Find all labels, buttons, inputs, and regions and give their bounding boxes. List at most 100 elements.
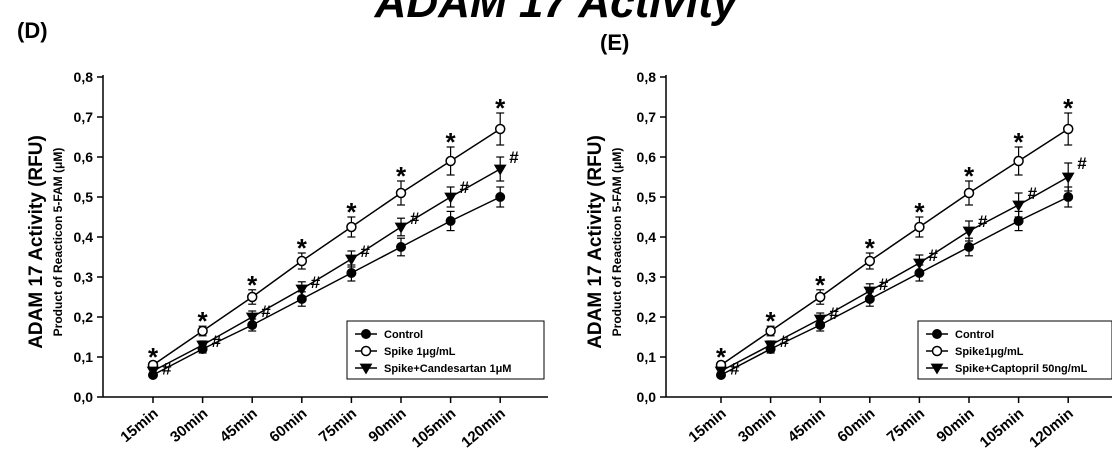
panel-d-significance-hash: # bbox=[509, 148, 519, 167]
panel-d-data-point bbox=[346, 268, 357, 278]
panel-e-data-point bbox=[864, 255, 876, 267]
panel-d-significance-hash: # bbox=[212, 332, 222, 351]
panel-d-x-tick-label: 45min bbox=[217, 405, 261, 446]
panel-d-x-tick-label: 30min bbox=[167, 405, 211, 446]
panel-d-y-tick-label: 0,5 bbox=[74, 189, 94, 205]
panel-e-significance-hash: # bbox=[879, 275, 889, 294]
panel-e-x-tick-label: 75min bbox=[884, 405, 928, 446]
panel-e-significance-star: * bbox=[964, 161, 975, 191]
panel-d-significance-star: * bbox=[297, 233, 308, 263]
panel-e-legend-label: Spike1μg/mL bbox=[955, 346, 1024, 358]
panel-e-legend-box bbox=[917, 320, 1112, 380]
panel-d-data-point bbox=[445, 155, 456, 167]
panel-e-x-tick-label: 30min bbox=[735, 405, 779, 446]
panel-d-significance-hash: # bbox=[261, 302, 271, 321]
panel-e-data-point bbox=[714, 366, 728, 378]
panel-d-data-point bbox=[246, 291, 258, 303]
panel-e-y-tick-label: 0,7 bbox=[637, 109, 657, 125]
panel-e-x-tick-label: 15min bbox=[685, 405, 729, 446]
panel-d-data-point bbox=[444, 192, 457, 204]
panel-e-data-point bbox=[764, 340, 777, 352]
panel-d-data-point bbox=[394, 222, 408, 234]
panel-e-ylabel-sub: Product of Reacticon 5-FAM (μM) bbox=[610, 148, 624, 337]
panel-e-series-line bbox=[720, 176, 1069, 372]
panel-d-series-line bbox=[152, 168, 501, 372]
panel-e-label: (E) bbox=[600, 30, 629, 55]
panel-e-x-tick-label: 45min bbox=[785, 405, 829, 446]
panel-e-significance-star: * bbox=[914, 197, 925, 227]
panel-d-x-tick-label: 75min bbox=[316, 405, 360, 446]
panel-d-x-tick-label: 15min bbox=[117, 405, 161, 446]
panel-e-significance-star: * bbox=[815, 270, 826, 300]
panel-d-significance-hash: # bbox=[162, 360, 172, 379]
panel-e-legend-marker bbox=[930, 363, 944, 375]
panel-e-y-tick-label: 0,2 bbox=[637, 309, 657, 325]
panel-d-legend-label: Control bbox=[384, 329, 423, 341]
panel-e-y-tick-label: 0,4 bbox=[637, 229, 657, 245]
panel-e-legend-label: Spike+Captopril 50ng/mL bbox=[955, 363, 1088, 375]
panel-d-significance-hash: # bbox=[360, 242, 370, 261]
panel-e-y-tick-label: 0,5 bbox=[637, 189, 657, 205]
panel-e-data-point bbox=[962, 226, 976, 238]
panel-e-y-tick-label: 0,3 bbox=[637, 269, 657, 285]
panel-d-data-point bbox=[396, 242, 406, 252]
panel-d-data-point bbox=[245, 312, 259, 324]
panel-e-data-point bbox=[765, 325, 776, 337]
panel-e-series-line bbox=[720, 128, 1069, 366]
panel-d-y-tick-label: 0,4 bbox=[74, 229, 94, 245]
panel-e-x-tick-label: 60min bbox=[834, 405, 878, 446]
panel-e-data-point bbox=[863, 286, 877, 298]
panel-e-significance-star: * bbox=[865, 233, 876, 263]
panel-d: (D) ADAM 17 Activity (RFU) Product of Re… bbox=[17, 18, 548, 451]
panel-e-data-point bbox=[1061, 172, 1075, 184]
panel-d-significance-star: * bbox=[148, 342, 159, 372]
panel-e-data-point bbox=[964, 242, 974, 252]
panel-e-ylabel: ADAM 17 Activity (RFU) bbox=[585, 135, 606, 349]
panel-d-significance-star: * bbox=[346, 197, 357, 227]
panel-e-significance-hash: # bbox=[780, 332, 790, 351]
panel-d-data-point bbox=[395, 187, 407, 199]
panel-d-data-point bbox=[345, 254, 358, 266]
panel-d-legend-marker bbox=[359, 363, 373, 375]
panel-e-significance-hash: # bbox=[730, 360, 740, 379]
panel-d-x-tick-label: 120min bbox=[458, 405, 509, 451]
panel-d-significance-star: * bbox=[247, 270, 258, 300]
panel-d-y-tick-label: 0,2 bbox=[74, 309, 94, 325]
panel-d-significance-star: * bbox=[198, 306, 209, 336]
panel-e-significance-hash: # bbox=[1077, 154, 1087, 173]
panel-e-significance-star: * bbox=[1063, 93, 1074, 123]
panel-d-data-point bbox=[445, 216, 456, 226]
panel-d-y-tick-label: 0,3 bbox=[74, 269, 94, 285]
panel-e-data-point bbox=[1063, 192, 1074, 202]
panel-e-legend-marker bbox=[932, 329, 942, 339]
panel-d-legend-marker bbox=[360, 345, 372, 357]
panel-d-significance-star: * bbox=[495, 93, 506, 123]
panel-d-legend-marker bbox=[361, 329, 371, 339]
panel-e-data-point bbox=[963, 187, 975, 199]
panel-e-legend-marker bbox=[931, 345, 943, 357]
panel-e-data-point bbox=[1012, 200, 1025, 212]
panel-e-data-point bbox=[1062, 123, 1074, 135]
panel-d-data-point bbox=[494, 123, 506, 135]
panel-e-significance-hash: # bbox=[928, 246, 938, 265]
panel-d-plot: 0,0 0,1 0,2 0,3 0,4 0,5 0,6 0,7 0,8 15min 30min 45m… bbox=[74, 69, 548, 451]
panel-d-x-tick-label: 105min bbox=[409, 405, 460, 451]
panel-e-significance-star: * bbox=[1014, 127, 1025, 157]
panel-e-y-tick-label: 0,1 bbox=[637, 349, 657, 365]
panel-d-series-line bbox=[152, 196, 501, 376]
panel-e-x-tick-label: 90min bbox=[933, 405, 977, 446]
panel-d-data-point bbox=[295, 284, 309, 296]
panel-e-data-point bbox=[913, 258, 926, 270]
panel-d-data-point bbox=[346, 221, 357, 233]
panel-e-significance-star: * bbox=[716, 342, 727, 372]
panel-d-legend-label: Spike 1μg/mL bbox=[384, 346, 456, 358]
panel-e-data-point bbox=[814, 291, 826, 303]
panel-d-series-line bbox=[152, 128, 501, 366]
panel-d-legend-label: Spike+Candesartan 1μM bbox=[384, 363, 511, 375]
panel-e-significance-hash: # bbox=[978, 212, 988, 231]
panel-d-ylabel-sub: Product of Reacticon 5-FAM (μM) bbox=[51, 148, 65, 337]
panel-e-significance-hash: # bbox=[1028, 184, 1038, 203]
panel-d-x-tick-label: 60min bbox=[266, 405, 310, 446]
panel-d-y-tick-label: 0,8 bbox=[74, 69, 94, 85]
